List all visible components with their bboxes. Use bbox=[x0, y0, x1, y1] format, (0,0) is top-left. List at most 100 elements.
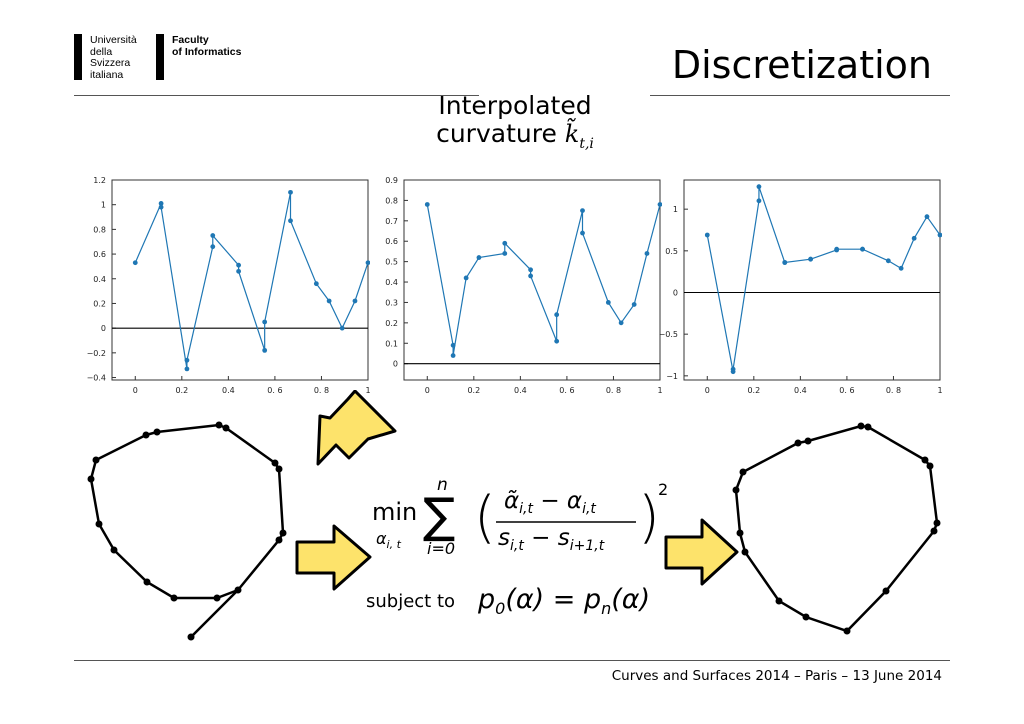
data-point bbox=[631, 302, 637, 307]
y-tick-label: 0.6 bbox=[385, 237, 398, 246]
x-tick-label: 1 bbox=[657, 386, 662, 395]
y-tick-label: 0.5 bbox=[665, 247, 678, 256]
x-tick-label: 0.4 bbox=[794, 386, 807, 395]
series-line bbox=[426, 204, 661, 356]
data-point bbox=[502, 251, 508, 256]
university-logo-text: Università della Svizzera italiana bbox=[90, 34, 137, 81]
data-point bbox=[236, 268, 242, 274]
sum-lower-limit: i=0 bbox=[427, 539, 455, 558]
subtitle-line-2: curvature k̃t,i bbox=[380, 120, 650, 158]
data-point bbox=[158, 201, 164, 206]
data-point bbox=[528, 273, 534, 279]
data-point bbox=[158, 204, 164, 210]
left-paren: ( bbox=[474, 485, 496, 550]
arrow-right-icon-2 bbox=[664, 518, 739, 586]
data-point bbox=[924, 214, 930, 220]
min-operator: min bbox=[372, 498, 417, 526]
x-tick-label: 0.2 bbox=[747, 386, 760, 395]
chart-2: 0 0.2 0.4 0. 6 0. 8 1 0 0.1 0.2 0.3 0.4 0.5 0.6 0.7 0.… bbox=[385, 176, 662, 395]
numerator: α̃i,t − αi,t bbox=[504, 488, 596, 517]
data-point bbox=[352, 298, 358, 304]
right-paren: ) bbox=[638, 485, 660, 550]
data-point bbox=[782, 260, 788, 265]
page-title: Discretization bbox=[671, 43, 932, 87]
exponent: 2 bbox=[658, 480, 668, 499]
plot-frame bbox=[403, 179, 661, 381]
data-point bbox=[580, 230, 585, 236]
data-point bbox=[184, 366, 190, 372]
data-point bbox=[262, 319, 268, 325]
constraint-prefix: subject to bbox=[366, 591, 455, 612]
data-point bbox=[885, 258, 891, 264]
title-rule-right bbox=[650, 95, 950, 96]
y-tick-label: 0.2 bbox=[93, 299, 106, 308]
data-point bbox=[580, 208, 585, 214]
subtitle-line-2-text: curvature bbox=[436, 119, 557, 148]
arrow-right-icon-1 bbox=[295, 524, 372, 591]
x-tick-label: 0 bbox=[425, 386, 430, 395]
x-tick-label: 0.2 bbox=[467, 386, 480, 395]
data-point bbox=[528, 267, 534, 273]
y-tick-label: 0.8 bbox=[385, 196, 398, 205]
left-curve-points bbox=[87, 421, 287, 641]
data-point bbox=[262, 347, 268, 353]
data-point bbox=[132, 260, 138, 266]
series-line bbox=[134, 192, 369, 369]
x-tick-label: 0. 8 bbox=[314, 386, 329, 395]
data-point bbox=[937, 232, 942, 238]
y-tick-label: −0.2 bbox=[87, 349, 106, 358]
data-point bbox=[326, 298, 332, 304]
data-point bbox=[288, 218, 293, 224]
y-tick-label: 0.5 bbox=[385, 258, 398, 267]
diagram: min αi, t n ∑ i=0 ( α̃i,t − αi,t si,t − … bbox=[87, 390, 941, 641]
x-tick-label: 0. 6 bbox=[267, 386, 282, 395]
y-tick-label: 0.3 bbox=[385, 298, 398, 307]
title-rule bbox=[74, 95, 479, 96]
logo-bar-left bbox=[74, 34, 82, 80]
y-tick-label: 0.4 bbox=[93, 275, 106, 284]
open-curve-left bbox=[89, 423, 285, 600]
data-point bbox=[463, 275, 469, 281]
chart-1: 0 0.2 0.4 0. 6 0. 8 1 −0.4 −0.2 0 0.2 0.4 0.6 0.8 1 1.… bbox=[87, 176, 370, 395]
data-point bbox=[236, 262, 242, 268]
x-tick-label: 0.4 bbox=[514, 386, 527, 395]
min-subscript: αi, t bbox=[376, 529, 402, 551]
data-point bbox=[450, 353, 456, 358]
data-point bbox=[834, 246, 840, 252]
data-point bbox=[756, 184, 762, 190]
y-tick-label: 1.2 bbox=[93, 176, 106, 185]
x-tick-label: 0. 8 bbox=[606, 386, 621, 395]
plot-frame bbox=[111, 179, 369, 381]
data-point bbox=[288, 189, 293, 195]
y-tick-label: 0 bbox=[101, 324, 106, 333]
data-point bbox=[424, 202, 430, 207]
data-point bbox=[450, 342, 456, 348]
y-tick-label: −1 bbox=[666, 372, 678, 381]
closed-curve-right bbox=[734, 424, 939, 633]
x-tick-label: 0. 6 bbox=[559, 386, 574, 395]
y-tick-label: −0.5 bbox=[659, 330, 678, 339]
section-subtitle: Interpolated curvature k̃t,i bbox=[380, 92, 650, 158]
data-point bbox=[911, 235, 917, 241]
data-point bbox=[210, 233, 216, 238]
data-point bbox=[365, 260, 370, 266]
y-tick-label: 0.4 bbox=[385, 278, 398, 287]
curvature-symbol: k̃t,i bbox=[564, 120, 594, 152]
optimization-formula: min αi, t n ∑ i=0 ( α̃i,t − αi,t si,t − … bbox=[366, 475, 668, 618]
data-point bbox=[502, 240, 508, 246]
right-curve-points bbox=[732, 422, 941, 635]
footer-rule bbox=[74, 660, 950, 661]
data-point bbox=[898, 265, 904, 271]
x-tick-label: 1 bbox=[937, 386, 942, 395]
y-tick-label: 0.8 bbox=[93, 225, 106, 234]
data-point bbox=[476, 255, 482, 260]
data-point bbox=[808, 256, 814, 262]
data-point bbox=[339, 325, 345, 331]
data-point bbox=[730, 366, 736, 372]
x-tick-label: 0.4 bbox=[222, 386, 235, 395]
y-tick-label: −0.4 bbox=[87, 374, 106, 383]
data-point bbox=[860, 246, 865, 252]
sum-symbol: ∑ bbox=[423, 488, 455, 544]
y-tick-label: 0.2 bbox=[385, 319, 398, 328]
data-point bbox=[554, 312, 560, 318]
